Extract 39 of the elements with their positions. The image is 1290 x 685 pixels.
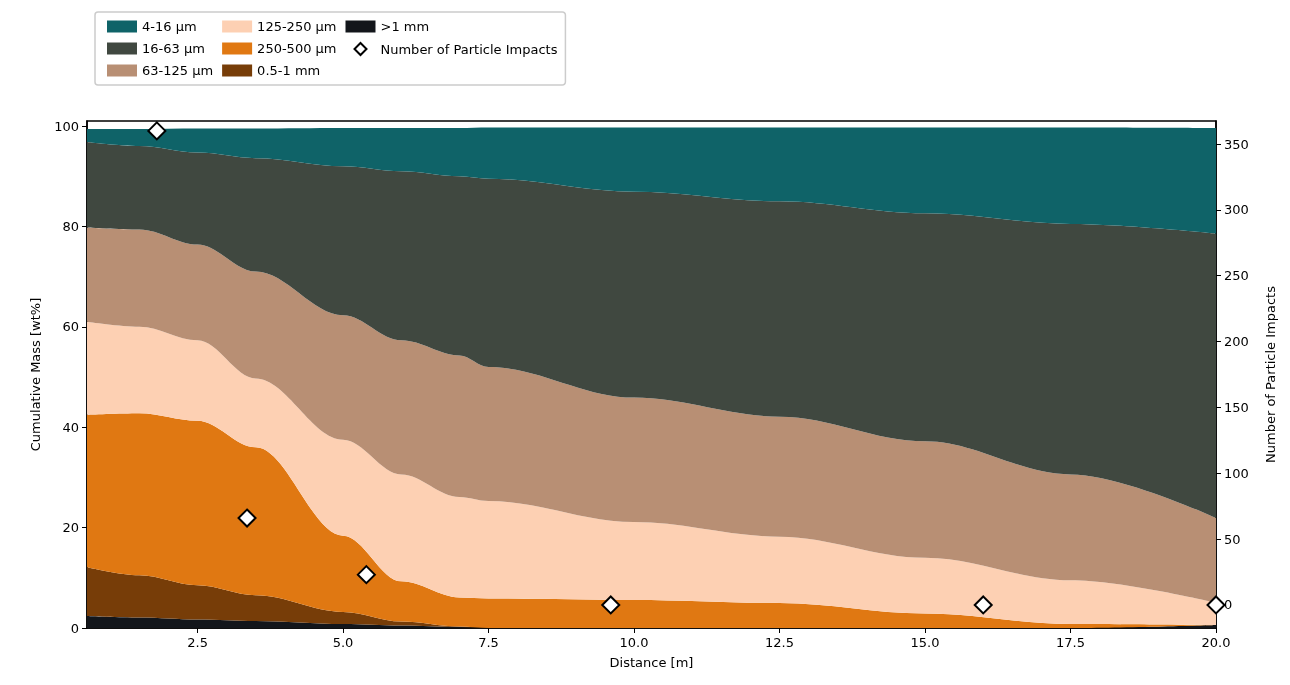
y-tick-label: 40 [62,419,79,435]
x-tick-label: 20.0 [1201,635,1231,650]
legend-label: >1 mm [380,19,430,34]
point [356,565,376,585]
y-tick-label: 60 [62,319,79,335]
x-tick-label: 5.0 [332,635,354,650]
y2-tick-label: 250 [1224,268,1249,284]
point [237,508,257,528]
legend-label: Number of Particle Impacts [380,41,558,57]
legend-label: 63-125 μm [142,63,214,78]
legend-label: 16-63 μm [142,41,205,56]
point [1206,595,1226,615]
legend-label: 125-250 μm [257,19,337,34]
x-tick-label: 12.5 [765,635,795,650]
y2-tick-label: 350 [1224,136,1249,152]
y2-tick-label: 150 [1224,399,1249,415]
y-axis-title: Cumulative Mass [wt%] [28,297,43,452]
legend-label: 4-16 μm [142,19,197,34]
x-tick-label: 17.5 [1056,635,1085,650]
x-tick-label: 7.5 [478,635,499,650]
y2-axis-title: Number of Particle Impacts [1263,285,1278,463]
legend-label: 250-500 μm [257,41,337,56]
y2-tick-label: 300 [1224,202,1249,218]
y-tick-label: 20 [62,520,79,536]
legend-label: 0.5-1 mm [257,63,321,78]
x-tick-label: 15.0 [910,635,940,650]
x-tick-label: 2.5 [187,635,208,650]
point [147,121,167,141]
point [601,595,621,615]
x-axis-title: Distance [m] [609,655,694,670]
y-tick-label: 100 [54,118,79,134]
y2-tick-label: 200 [1224,334,1249,350]
y2-tick-label: 0 [1224,597,1233,613]
y2-tick-label: 50 [1224,531,1241,547]
point [973,595,993,615]
y-tick-label: 0 [70,620,79,636]
x-tick-label: 10.0 [619,635,649,650]
y2-tick-label: 100 [1224,465,1249,481]
y-tick-label: 80 [62,218,79,234]
